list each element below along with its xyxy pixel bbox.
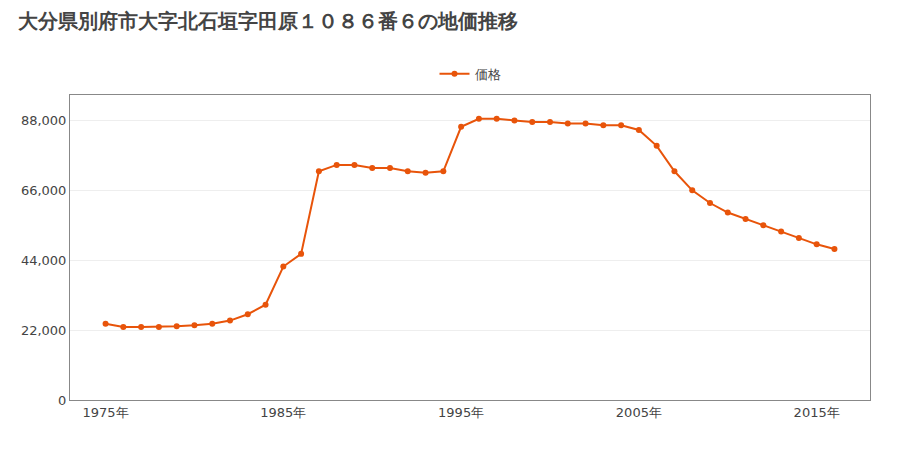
- svg-text:1985年: 1985年: [260, 405, 306, 420]
- svg-text:2015年: 2015年: [794, 405, 840, 420]
- svg-text:44,000: 44,000: [21, 253, 67, 268]
- svg-text:88,000: 88,000: [21, 113, 67, 128]
- svg-text:価格: 価格: [475, 67, 501, 82]
- svg-text:0: 0: [58, 393, 66, 408]
- svg-text:66,000: 66,000: [21, 183, 67, 198]
- svg-text:22,000: 22,000: [21, 323, 67, 338]
- svg-text:1995年: 1995年: [438, 405, 484, 420]
- svg-text:1975年: 1975年: [83, 405, 129, 420]
- svg-text:大分県別府市大字北石垣字田原１０８６番６の地価推移: 大分県別府市大字北石垣字田原１０８６番６の地価推移: [18, 9, 518, 33]
- svg-text:2005年: 2005年: [616, 405, 662, 420]
